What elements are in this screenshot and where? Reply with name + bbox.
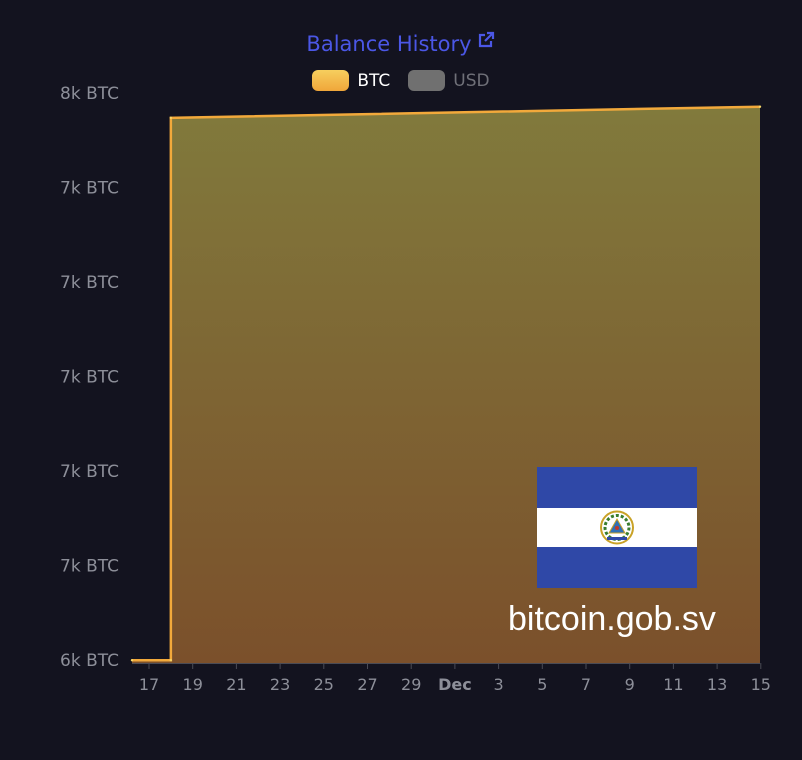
legend-swatch-btc <box>312 70 350 91</box>
el-salvador-flag <box>537 467 697 588</box>
chart-legend: BTC USD <box>0 70 802 91</box>
btc-series-line <box>132 105 761 662</box>
x-tick-label: 19 <box>183 675 203 694</box>
legend-swatch-usd <box>408 70 446 91</box>
legend-item-usd[interactable]: USD <box>408 70 490 91</box>
btc-data-point <box>758 105 762 108</box>
x-tick-label: Dec <box>438 675 472 694</box>
chart-title-text[interactable]: Balance History <box>306 32 472 56</box>
legend-label-usd: USD <box>453 70 490 91</box>
x-tick-label: 11 <box>663 675 683 694</box>
x-tick-label: 3 <box>494 675 504 694</box>
x-tick-label: 29 <box>401 675 421 694</box>
x-tick-label: 7 <box>581 675 591 694</box>
btc-data-point <box>169 659 173 662</box>
y-tick-label: 7k BTC <box>60 462 119 482</box>
legend-item-btc[interactable]: BTC <box>312 70 390 91</box>
y-tick-label: 8k BTC <box>60 84 119 104</box>
x-tick-label: 15 <box>751 675 771 694</box>
y-tick-label: 7k BTC <box>60 178 119 198</box>
coat-of-arms-icon <box>600 510 634 545</box>
x-tick-label: 9 <box>625 675 635 694</box>
legend-label-btc: BTC <box>357 70 391 91</box>
y-axis: 6k BTC 7k BTC 7k BTC 7k BTC 7k BTC 7k BTC 8k B… <box>60 84 119 671</box>
x-tick-label: 23 <box>270 675 290 694</box>
btc-data-point <box>130 659 134 662</box>
x-tick-label: 13 <box>707 675 727 694</box>
x-tick-label: 27 <box>357 675 377 694</box>
y-tick-label: 6k BTC <box>60 651 119 671</box>
x-tick-label: 17 <box>139 675 159 694</box>
x-tick-label: 5 <box>537 675 547 694</box>
y-tick-label: 7k BTC <box>60 557 119 577</box>
x-axis: 17 19 21 23 25 27 29 Dec 3 5 7 9 11 13 15 <box>132 663 771 694</box>
x-tick-label: 21 <box>226 675 246 694</box>
chart-title[interactable]: Balance History <box>0 30 802 56</box>
y-tick-label: 7k BTC <box>60 368 119 388</box>
y-tick-label: 7k BTC <box>60 273 119 293</box>
btc-data-point <box>169 116 173 120</box>
watermark-text: bitcoin.gob.sv <box>508 600 716 638</box>
x-tick-label: 25 <box>314 675 334 694</box>
external-link-icon[interactable] <box>476 30 496 55</box>
